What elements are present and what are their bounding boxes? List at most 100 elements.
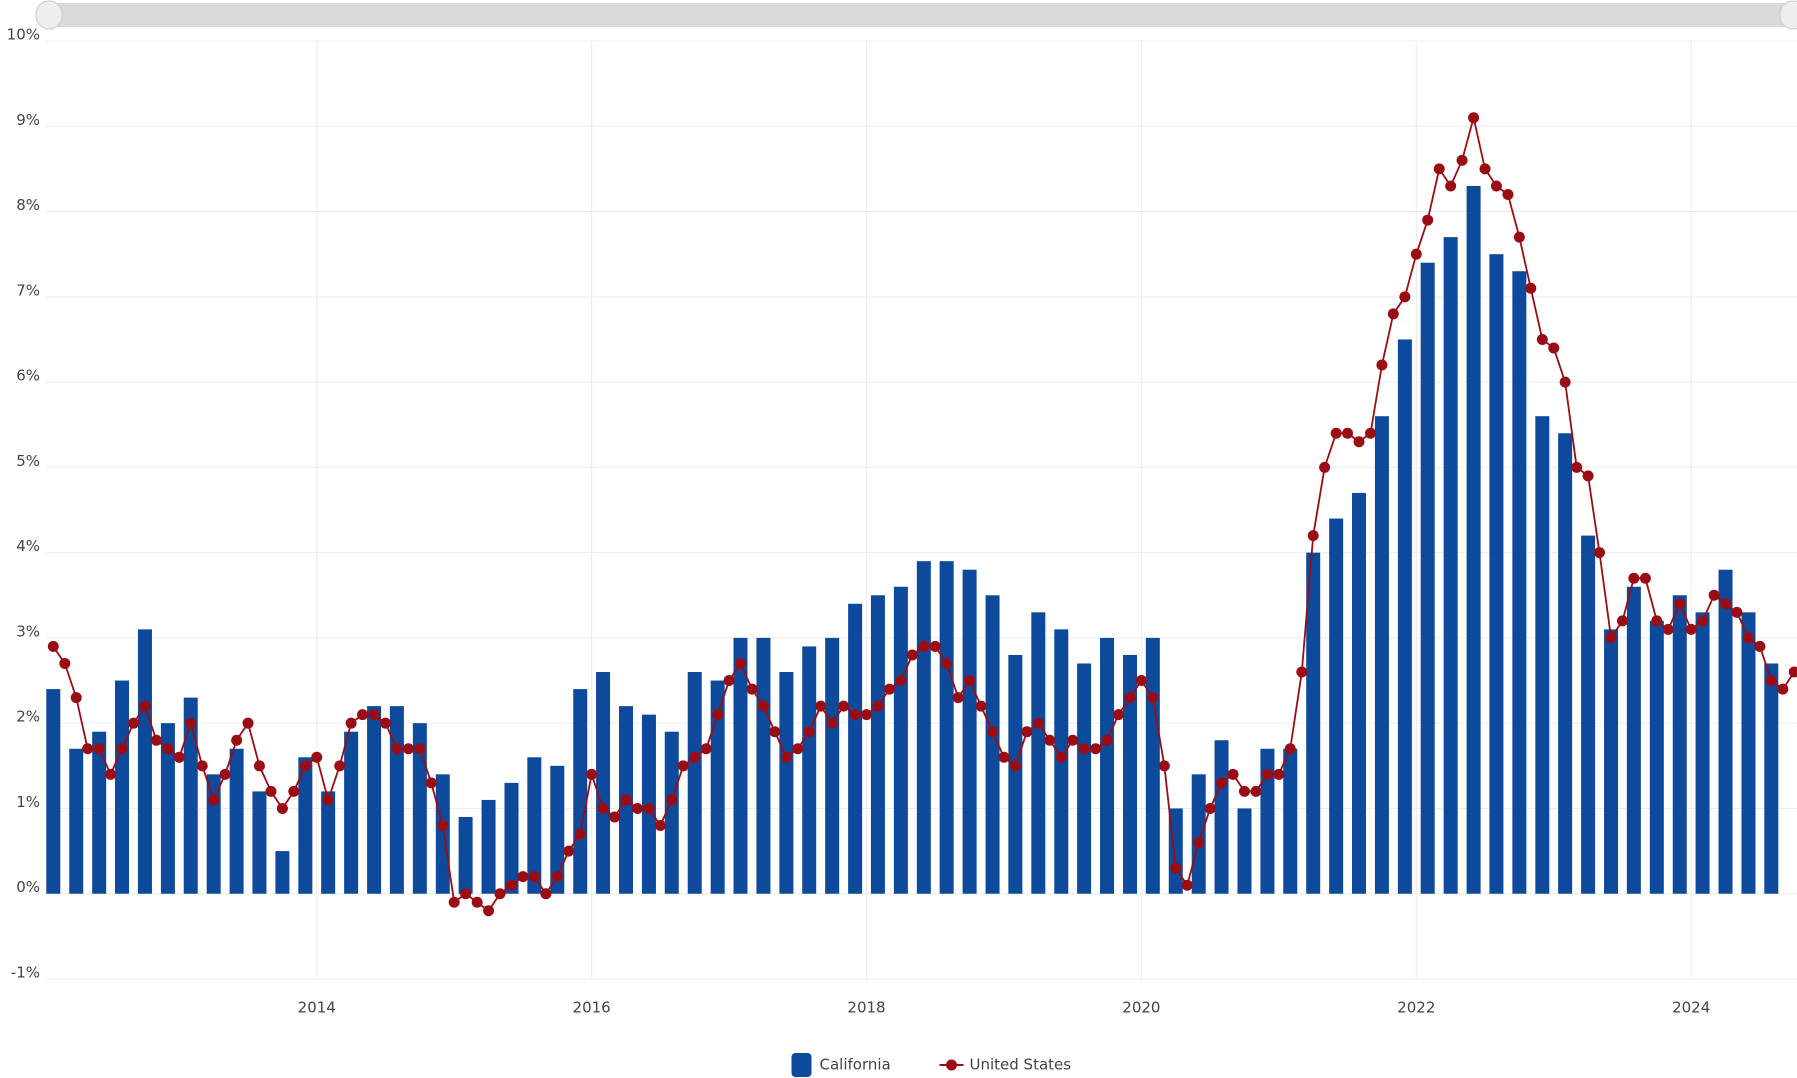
- point: [196, 760, 208, 772]
- bar: [1558, 433, 1573, 894]
- point: [368, 709, 380, 721]
- point: [1490, 180, 1502, 192]
- point: [93, 743, 105, 755]
- bar: [1672, 595, 1687, 894]
- point: [1502, 188, 1514, 200]
- point: [1582, 470, 1594, 482]
- point: [815, 700, 827, 712]
- bar: [1764, 663, 1779, 894]
- point: [1628, 572, 1640, 584]
- point: [1777, 683, 1789, 695]
- bar: [848, 603, 863, 894]
- slider-track[interactable]: [40, 3, 1797, 27]
- bar: [962, 569, 977, 894]
- point: [59, 657, 71, 669]
- bar: [1306, 552, 1321, 894]
- bar: [92, 731, 107, 894]
- point: [666, 794, 678, 806]
- bar: [344, 731, 359, 894]
- legend-swatch: [791, 1053, 812, 1077]
- point: [231, 734, 243, 746]
- point: [1181, 879, 1193, 891]
- point: [826, 717, 838, 729]
- y-tick-label: 5%: [16, 452, 40, 470]
- point: [998, 751, 1010, 763]
- bar: [46, 689, 61, 894]
- point: [631, 802, 643, 814]
- bar: [298, 757, 313, 894]
- point: [185, 717, 197, 729]
- bar: [756, 637, 771, 894]
- point: [1021, 726, 1033, 738]
- slider-handle[interactable]: [35, 0, 63, 30]
- bar: [504, 782, 519, 894]
- point: [311, 751, 323, 763]
- point: [1445, 180, 1457, 192]
- point: [1078, 743, 1090, 755]
- point: [506, 879, 518, 891]
- point: [1238, 785, 1250, 797]
- bar: [596, 672, 611, 894]
- bar: [1122, 654, 1137, 894]
- point: [1296, 666, 1308, 678]
- point: [1662, 623, 1674, 635]
- point: [609, 811, 621, 823]
- y-tick-label: 9%: [16, 111, 40, 129]
- bar: [1466, 185, 1481, 894]
- point: [1365, 427, 1377, 439]
- point: [620, 794, 632, 806]
- point: [712, 709, 724, 721]
- y-tick-label: 6%: [16, 367, 40, 385]
- point: [769, 726, 781, 738]
- bar: [481, 799, 496, 894]
- point: [1548, 342, 1560, 354]
- bar: [825, 637, 840, 894]
- point: [1571, 461, 1583, 473]
- bar: [1604, 629, 1619, 894]
- point: [1193, 837, 1205, 849]
- y-tick-label: 1%: [16, 793, 40, 811]
- point: [1147, 692, 1159, 704]
- y-tick-label: 7%: [16, 281, 40, 299]
- bar: [1077, 663, 1092, 894]
- y-tick-label: 0%: [16, 878, 40, 896]
- bar: [939, 561, 954, 894]
- point: [1055, 751, 1067, 763]
- point: [391, 743, 403, 755]
- point: [757, 700, 769, 712]
- x-tick-label: 2022: [1397, 999, 1435, 1017]
- bar: [1649, 620, 1664, 894]
- point: [1067, 734, 1079, 746]
- point: [1124, 692, 1136, 704]
- point: [1674, 598, 1686, 610]
- point: [1422, 214, 1434, 226]
- bar: [1489, 254, 1504, 894]
- bar: [252, 791, 267, 894]
- point: [838, 700, 850, 712]
- point: [1639, 572, 1651, 584]
- point: [1090, 743, 1102, 755]
- point: [1479, 163, 1491, 175]
- point: [1616, 615, 1628, 627]
- slider-handle[interactable]: [1779, 0, 1797, 30]
- point: [253, 760, 265, 772]
- point: [1342, 427, 1354, 439]
- bar: [1397, 339, 1412, 894]
- point: [1170, 862, 1182, 874]
- y-tick-label: 2%: [16, 708, 40, 726]
- range-slider[interactable]: [35, 0, 1797, 30]
- point: [1319, 461, 1331, 473]
- point: [918, 640, 930, 652]
- x-tick-label: 2016: [573, 999, 611, 1017]
- point: [1433, 163, 1445, 175]
- bar: [1626, 586, 1641, 894]
- legend-swatch: [946, 1059, 957, 1071]
- point: [1697, 615, 1709, 627]
- point: [357, 709, 369, 721]
- x-tick-label: 2014: [298, 999, 336, 1017]
- bar: [527, 757, 542, 894]
- bar: [1443, 237, 1458, 894]
- x-tick-label: 2020: [1122, 999, 1160, 1017]
- point: [700, 743, 712, 755]
